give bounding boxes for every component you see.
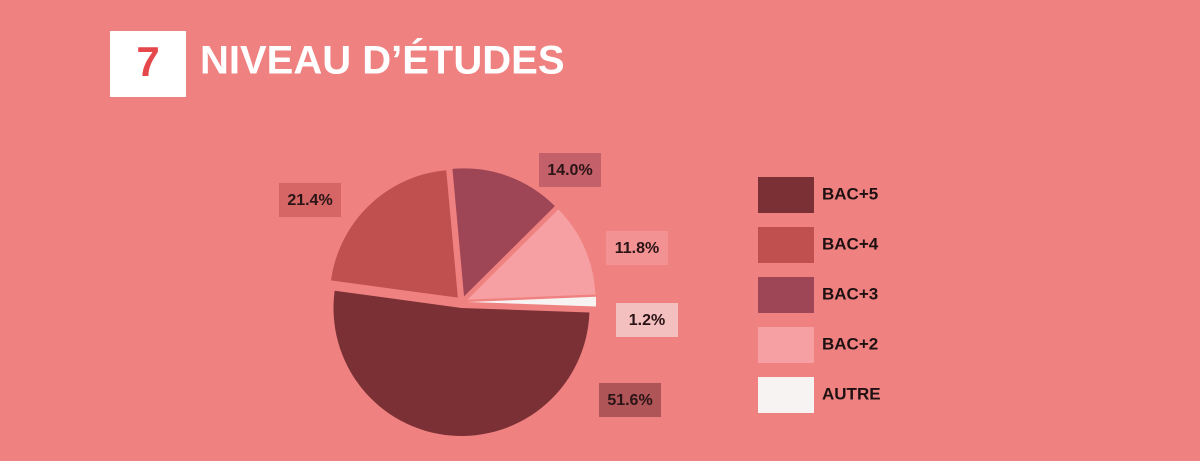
data-label: 14.0% xyxy=(547,162,592,179)
legend-swatch xyxy=(758,227,814,263)
legend-label: BAC+4 xyxy=(822,234,879,253)
label-box xyxy=(606,231,668,265)
label-box xyxy=(279,183,341,217)
legend-swatch xyxy=(758,277,814,313)
legend-swatch xyxy=(758,377,814,413)
label-box xyxy=(616,303,678,337)
label-box xyxy=(599,383,661,417)
pie-slice xyxy=(331,170,458,298)
pie-slice xyxy=(467,209,596,300)
chart-title: NIVEAU D’ÉTUDES xyxy=(200,38,565,83)
legend-label: BAC+3 xyxy=(822,284,878,303)
pie-slice xyxy=(333,290,590,436)
data-label: 51.6% xyxy=(607,392,652,409)
data-label: 21.4% xyxy=(287,192,332,209)
legend-label: AUTRE xyxy=(822,384,881,403)
legend-label: BAC+2 xyxy=(822,334,878,353)
section-number: 7 xyxy=(136,38,159,85)
legend-swatch xyxy=(758,177,814,213)
label-box xyxy=(539,153,601,187)
pie-slice xyxy=(452,168,555,297)
legend-label: BAC+5 xyxy=(822,184,878,203)
data-label: 1.2% xyxy=(629,312,665,329)
legend-swatch xyxy=(758,327,814,363)
number-badge xyxy=(110,31,186,97)
pie-slice xyxy=(467,296,596,307)
data-label: 11.8% xyxy=(615,240,659,257)
